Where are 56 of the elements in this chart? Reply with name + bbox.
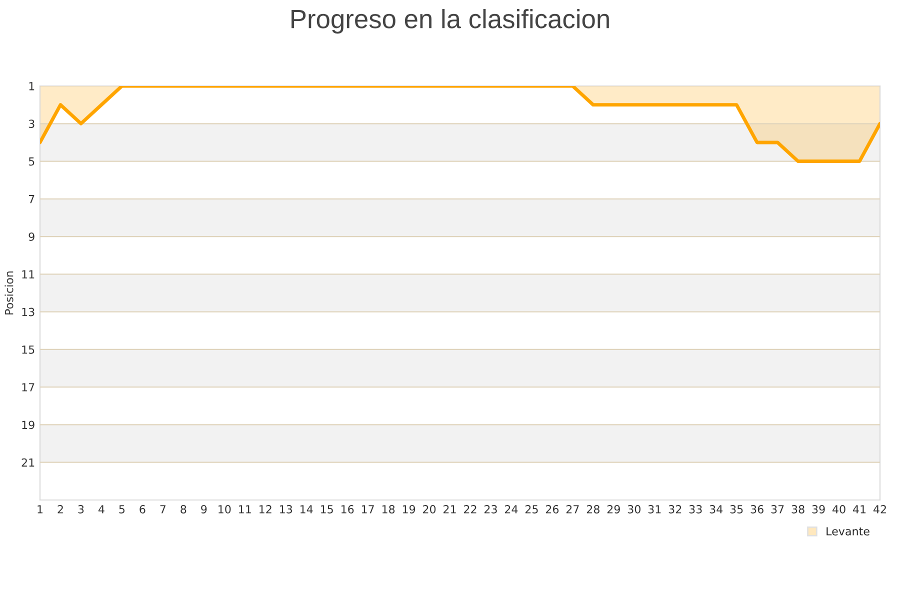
chart-title: Progreso en la clasificacion (292, 9, 609, 34)
x-tick-label: 17 (362, 505, 374, 514)
x-tick-label: 2 (58, 505, 63, 514)
y-tick-label: 3 (28, 120, 34, 128)
x-tick-label: 7 (160, 505, 166, 514)
x-tick-label: 39 (812, 505, 825, 514)
x-tick-label: 6 (140, 505, 146, 514)
x-tick-label: 27 (566, 505, 579, 514)
x-tick-label: 31 (648, 505, 661, 514)
x-tick-label: 40 (832, 505, 846, 514)
x-tick-label: 19 (402, 505, 416, 514)
y-tick-label: 13 (22, 308, 34, 316)
x-tick-label: 8 (180, 505, 186, 514)
y-tick-label: 1 (29, 82, 34, 90)
y-tick-label: 17 (22, 383, 34, 392)
y-tick-label: 19 (22, 420, 34, 430)
x-tick-label: 36 (750, 505, 764, 514)
x-tick-label: 13 (280, 505, 292, 514)
x-tick-label: 12 (260, 505, 272, 514)
x-tick-label: 30 (628, 505, 640, 514)
x-tick-label: 29 (607, 505, 620, 514)
x-tick-label: 38 (792, 505, 804, 514)
x-tick-label: 33 (689, 505, 702, 514)
legend-label: Levante (826, 527, 870, 536)
x-tick-label: 21 (444, 505, 456, 514)
y-tick-label: 21 (22, 458, 34, 467)
x-tick-label: 34 (710, 505, 723, 514)
x-tick-label: 15 (320, 505, 333, 514)
x-tick-label: 1 (38, 505, 43, 514)
x-tick-label: 42 (873, 505, 886, 514)
x-tick-label: 3 (78, 505, 84, 514)
x-tick-label: 35 (730, 505, 743, 514)
x-tick-label: 10 (218, 505, 231, 514)
x-tick-label: 25 (525, 505, 538, 514)
y-tick-label: 15 (22, 346, 34, 354)
x-tick-label: 14 (300, 505, 313, 514)
x-tick-label: 28 (586, 505, 600, 514)
y-tick-label: 11 (22, 270, 34, 278)
x-tick-label: 4 (98, 505, 104, 514)
x-tick-label: 24 (504, 505, 518, 514)
x-tick-label: 32 (668, 505, 682, 514)
x-tick-label: 26 (546, 505, 559, 514)
x-tick-label: 5 (119, 505, 125, 514)
x-tick-label: 22 (464, 505, 476, 514)
y-tick-label: 5 (28, 157, 34, 166)
x-tick-label: 11 (239, 505, 251, 514)
x-tick-label: 18 (382, 505, 395, 514)
y-axis-title: Posicion (4, 271, 14, 314)
x-tick-label: 41 (852, 505, 866, 514)
y-tick-label: 7 (28, 195, 34, 204)
x-tick-label: 20 (423, 505, 436, 514)
x-tick-label: 23 (484, 505, 497, 514)
x-tick-label: 37 (771, 505, 784, 514)
y-tick-label: 9 (28, 232, 34, 241)
x-tick-label: 9 (201, 505, 207, 514)
x-tick-label: 16 (341, 505, 354, 514)
